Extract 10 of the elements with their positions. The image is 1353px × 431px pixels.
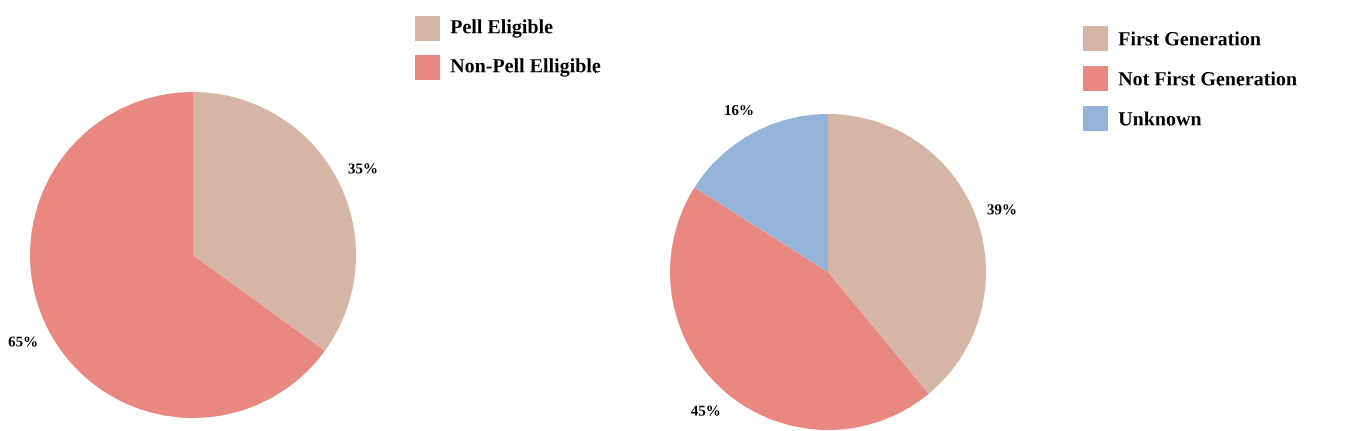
data-label: 39%	[987, 204, 1016, 215]
data-label: 35%	[348, 163, 377, 174]
legend-label: First Generation	[1118, 31, 1261, 46]
legend-label: Unknown	[1118, 111, 1202, 126]
legend-label: Not First Generation	[1118, 71, 1297, 86]
data-label: 65%	[8, 336, 37, 347]
legend-label: Non-Pell Elligible	[450, 58, 601, 77]
data-label: 16%	[725, 104, 753, 116]
data-label: 45%	[690, 405, 720, 416]
legend-label: Pell Eligible	[450, 19, 553, 38]
